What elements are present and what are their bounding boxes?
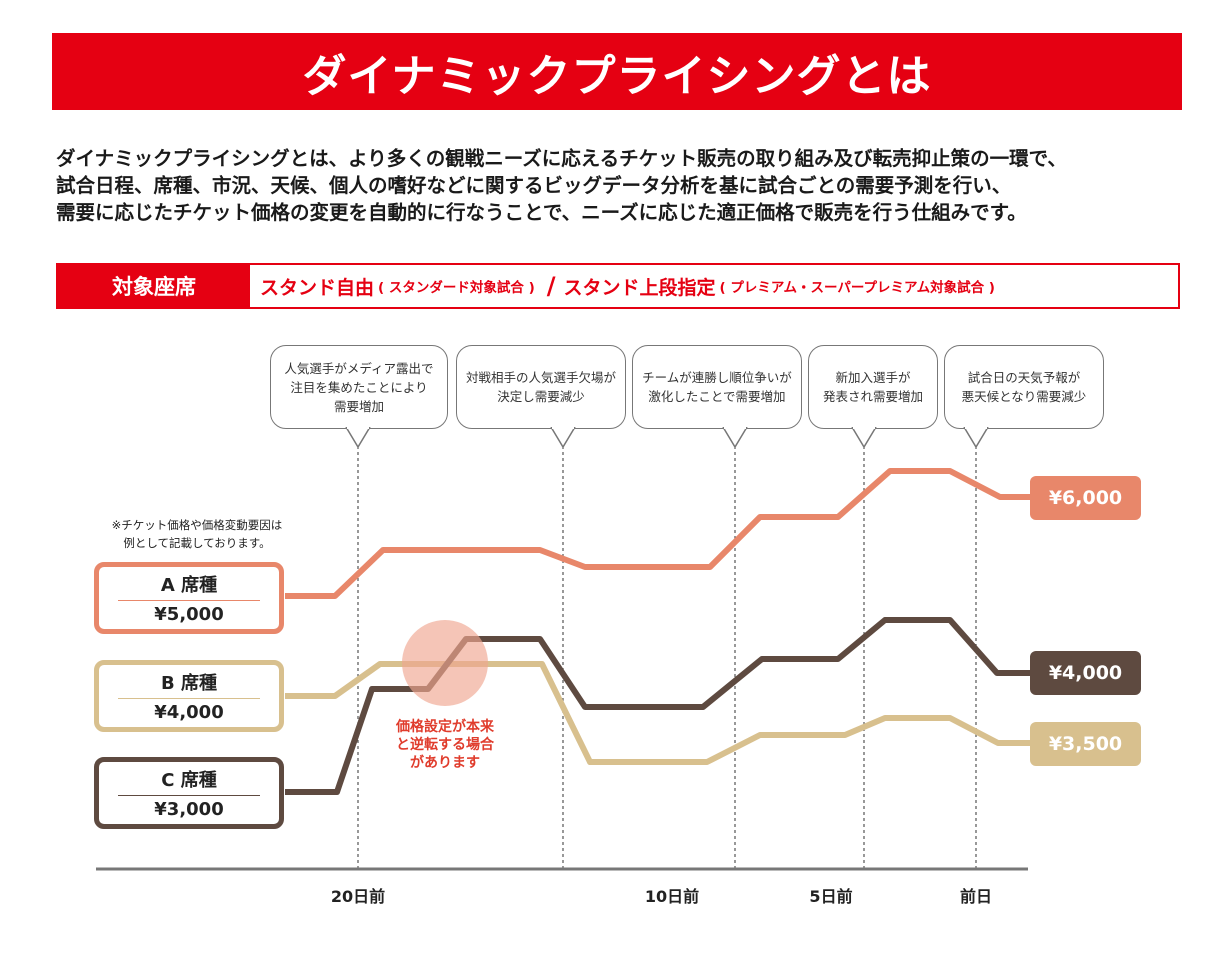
intro-text: ダイナミックプライシングとは、より多くの観戦ニーズに応えるチケット販売の取り組み… — [56, 145, 1196, 226]
seat-c-start-price: ¥3,000 — [154, 799, 224, 821]
event-bubble-3: チームが連勝し順位争いが 激化したことで需要増加 — [632, 345, 802, 429]
event-bubble-2: 対戦相手の人気選手欠場が 決定し需要減少 — [456, 345, 626, 429]
day-label-prev: 前日 — [959, 887, 993, 906]
bubble-tail-2 — [550, 427, 576, 449]
seat-b-end-price: ¥3,500 — [1030, 722, 1141, 766]
day-label-5: 5日前 — [809, 887, 853, 906]
page-title: ダイナミックプライシングとは — [52, 33, 1182, 110]
seat-b-start-price: ¥4,000 — [154, 702, 224, 724]
seat-c-end-price: ¥4,000 — [1030, 651, 1141, 695]
target-slash: / — [546, 272, 556, 300]
bubble-tail-4 — [851, 427, 877, 449]
seat-a-end-price: ¥6,000 — [1030, 476, 1141, 520]
reversal-note: 価格設定が本来 と逆転する場合 があります — [396, 719, 494, 771]
target-seats-label: 対象座席 — [58, 265, 250, 307]
disclaimer-note: ※チケット価格や価格変動要因は 例として記載しております。 — [111, 518, 283, 550]
seat-c-divider — [118, 794, 260, 797]
target-seat-2-sub: ( プレミアム・スーパープレミアム対象試合 ) — [719, 280, 995, 296]
event-bubble-4: 新加入選手が 発表され需要増加 — [808, 345, 938, 429]
target-seat-1: スタンド自由 — [260, 276, 375, 299]
seat-b-box: B 席種 ¥4,000 — [94, 660, 284, 732]
intro-line-3: 需要に応じたチケット価格の変更を自動的に行なうことで、ニーズに応じた適正価格で販… — [56, 201, 1027, 224]
line-a — [285, 468, 1030, 599]
bubble-tail-3 — [722, 427, 748, 449]
seat-b-divider — [118, 697, 260, 700]
seat-a-start-price: ¥5,000 — [154, 604, 224, 626]
day-label-10: 10日前 — [644, 887, 700, 906]
event-bubble-5: 試合日の天気予報が 悪天候となり需要減少 — [944, 345, 1104, 429]
bubble-tail-5 — [963, 427, 989, 449]
reversal-highlight — [402, 620, 488, 706]
event-bubble-1: 人気選手がメディア露出で 注目を集めたことにより 需要増加 — [270, 345, 448, 429]
seat-a-divider — [118, 599, 260, 602]
target-seat-1-sub: ( スタンダード対象試合 ) — [378, 280, 535, 296]
target-seats-bar: 対象座席 スタンド自由 ( スタンダード対象試合 ) / スタンド上段指定 ( … — [56, 263, 1180, 309]
seat-b-name: B 席種 — [161, 672, 217, 694]
line-b — [285, 661, 1030, 765]
day-label-20: 20日前 — [330, 887, 386, 906]
seat-c-name: C 席種 — [161, 769, 217, 791]
seat-a-box: A 席種 ¥5,000 — [94, 562, 284, 634]
target-seat-2: スタンド上段指定 — [563, 276, 716, 299]
seat-a-name: A 席種 — [160, 574, 218, 596]
target-seats-text: スタンド自由 ( スタンダード対象試合 ) / スタンド上段指定 ( プレミアム… — [250, 265, 1178, 307]
bubble-tail-1 — [345, 427, 371, 449]
line-c — [285, 617, 1030, 795]
intro-line-2: 試合日程、席種、市況、天候、個人の嗜好などに関するビッグデータ分析を基に試合ごと… — [56, 174, 1012, 197]
intro-line-1: ダイナミックプライシングとは、より多くの観戦ニーズに応えるチケット販売の取り組み… — [56, 147, 1067, 170]
seat-c-box: C 席種 ¥3,000 — [94, 757, 284, 829]
